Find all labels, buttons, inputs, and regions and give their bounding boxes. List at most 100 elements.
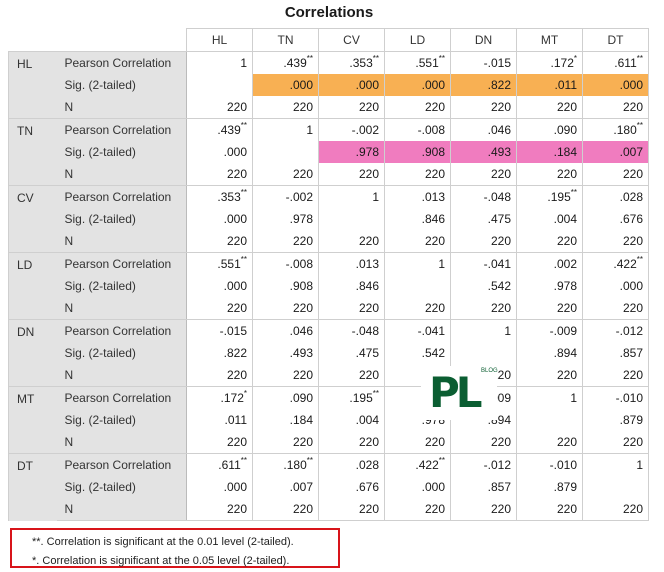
pearson-cell: -.015 — [450, 51, 517, 74]
stat-label: N — [56, 297, 187, 320]
stat-label: N — [56, 96, 187, 119]
sig-cell: .000 — [384, 476, 451, 498]
pearson-cell: .195** — [318, 386, 385, 409]
sig-cell: .822 — [450, 74, 517, 96]
cell-value: .013 — [421, 190, 445, 204]
stat-label: Pearson Correlation — [56, 453, 187, 476]
significance-marker: ** — [240, 255, 247, 264]
cell-value: -.010 — [615, 391, 643, 405]
sig-cell: .000 — [186, 275, 253, 297]
pearson-cell: .028 — [582, 185, 649, 208]
sig-cell: .493 — [252, 342, 319, 364]
significance-marker: * — [573, 54, 577, 63]
n-cell: 220 — [450, 230, 517, 253]
sig-cell: .542 — [450, 275, 517, 297]
pearson-cell: .090 — [516, 118, 583, 141]
cell-value: -.002 — [351, 123, 379, 137]
sig-cell — [582, 476, 649, 498]
cell-value: 1 — [372, 190, 379, 204]
significance-marker: ** — [636, 54, 643, 63]
n-cell: 220 — [252, 96, 319, 119]
sig-cell: .000 — [186, 208, 253, 230]
significance-marker: ** — [240, 121, 247, 130]
row-variable-label: DN — [8, 319, 57, 387]
sig-cell: .978 — [252, 208, 319, 230]
column-header: LD — [384, 28, 451, 52]
cell-value: .195 — [349, 391, 373, 405]
pearson-cell: .353** — [318, 51, 385, 74]
cell-value: .439 — [217, 123, 241, 137]
pearson-cell: .172* — [516, 51, 583, 74]
sig-cell: .879 — [582, 409, 649, 431]
n-cell: 220 — [252, 163, 319, 186]
cell-value: -.015 — [219, 324, 247, 338]
n-cell: 220 — [186, 297, 253, 320]
corner-cell — [57, 29, 187, 52]
table-row: Sig. (2-tailed) .011.184.004.978.894.879 — [9, 409, 649, 431]
pearson-cell: .611** — [582, 51, 649, 74]
sig-cell: .000 — [384, 74, 451, 96]
pearson-cell: .090 — [252, 386, 319, 409]
pearson-cell: 1 — [252, 118, 319, 141]
cell-value: 1 — [306, 123, 313, 137]
n-cell: 220 — [582, 364, 649, 387]
pearson-cell: .195** — [516, 185, 583, 208]
n-cell: 220 — [516, 297, 583, 320]
sig-cell: .846 — [384, 208, 451, 230]
pearson-cell: -.010 — [582, 386, 649, 409]
sig-cell: .908 — [252, 275, 319, 297]
pearson-cell: .551** — [384, 51, 451, 74]
n-cell: 220 — [516, 230, 583, 253]
cell-value: -.009 — [549, 324, 577, 338]
table-row: Sig. (2-tailed) .000.908.846.542.978.000 — [9, 275, 649, 297]
n-cell: 220 — [450, 297, 517, 320]
n-cell: 220 — [252, 498, 319, 521]
n-cell: 220 — [318, 498, 385, 521]
n-cell: 220 — [450, 96, 517, 119]
pearson-cell: -.041 — [384, 319, 451, 342]
cell-value: 1 — [240, 56, 247, 70]
cell-value: -.041 — [483, 257, 511, 271]
footnote-005: *. Correlation is significant at the 0.0… — [32, 555, 290, 567]
n-cell: 220 — [318, 96, 385, 119]
cell-value: .090 — [289, 391, 313, 405]
n-cell: 220 — [252, 431, 319, 454]
pearson-cell: 1 — [384, 252, 451, 275]
sig-cell: .542 — [384, 342, 451, 364]
table-row: Sig. (2-tailed) .000.000.000.822.011.000 — [9, 74, 649, 96]
cell-value: .090 — [553, 123, 577, 137]
n-cell: 220 — [252, 364, 319, 387]
significance-marker: ** — [636, 121, 643, 130]
n-cell: 220 — [582, 297, 649, 320]
n-cell: 220 — [450, 431, 517, 454]
significance-marker: ** — [372, 54, 379, 63]
row-variable-label: LD — [8, 252, 57, 320]
table-row: DN Pearson Correlation -.015 .046 -.048 -.041… — [8, 319, 649, 387]
cell-value: -.008 — [285, 257, 313, 271]
cell-value: -.015 — [483, 56, 511, 70]
logo-text: PL — [429, 368, 483, 417]
n-cell: 220 — [384, 163, 451, 186]
sig-cell: .011 — [516, 74, 583, 96]
cell-value: .002 — [553, 257, 577, 271]
pearson-cell: -.012 — [450, 453, 517, 476]
n-cell: 220 — [384, 230, 451, 253]
row-variable-label: DT — [8, 453, 57, 521]
n-cell: 220 — [384, 431, 451, 454]
cell-value: 1 — [438, 257, 445, 271]
table-row: HL Pearson Correlation 1.439** .353** .551**… — [8, 51, 649, 119]
header-row: HL TN CV LD DN MT DT — [9, 28, 649, 52]
table-row: Sig. (2-tailed) .000.007.676.000.857.879 — [9, 476, 649, 498]
table-row: Sig. (2-tailed) .000 .978.908.493.184.007 — [9, 141, 649, 163]
stat-label: Sig. (2-tailed) — [56, 409, 187, 431]
sig-cell: .894 — [516, 342, 583, 364]
pearson-cell: .046 — [252, 319, 319, 342]
cell-value: -.041 — [417, 324, 445, 338]
sig-cell: .000 — [582, 74, 649, 96]
n-cell: 220 — [516, 498, 583, 521]
table-row: CV Pearson Correlation .353** -.002 1.013 -.0… — [8, 185, 649, 253]
n-cell: 220 — [186, 431, 253, 454]
pearson-cell: -.041 — [450, 252, 517, 275]
pearson-cell: -.008 — [384, 118, 451, 141]
